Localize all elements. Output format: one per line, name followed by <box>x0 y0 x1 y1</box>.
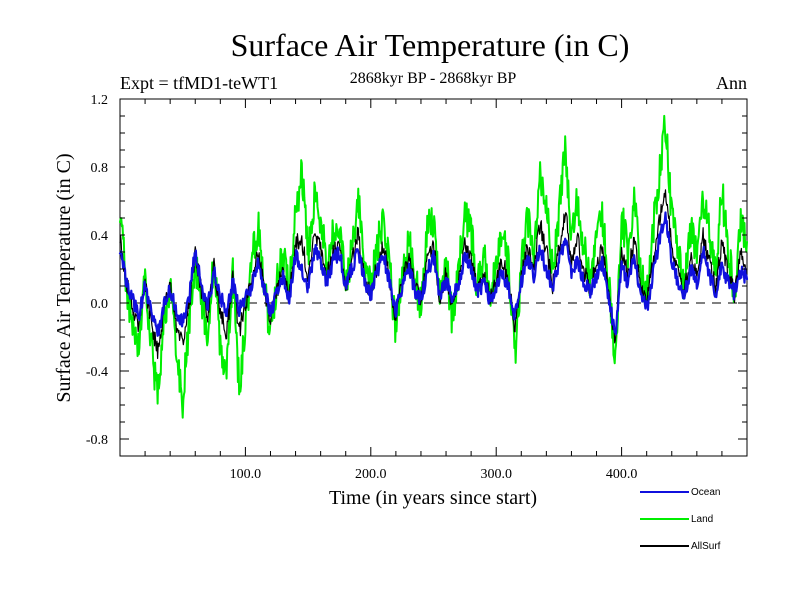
chart-title: Surface Air Temperature (in C) <box>231 27 630 63</box>
legend-item-land: Land <box>640 514 713 525</box>
x-tick-label: 200.0 <box>355 467 387 482</box>
experiment-label: Expt = tfMD1-teWT1 <box>120 73 278 93</box>
y-tick-label: 0.4 <box>91 229 109 244</box>
legend-label-allsurf: AllSurf <box>691 541 721 552</box>
x-tick-label: 400.0 <box>606 467 638 482</box>
series-layer <box>118 114 749 419</box>
x-axis-label: Time (in years since start) <box>329 487 537 509</box>
series-line-allsurf <box>119 189 748 360</box>
legend: Ocean Land AllSurf <box>640 487 721 552</box>
series-line-land <box>119 114 748 419</box>
y-tick-label: -0.8 <box>86 433 108 448</box>
legend-item-ocean: Ocean <box>640 487 720 498</box>
axes-layer: 100.0 200.0 300.0 400.0 -0.8 -0.4 0.0 0.4 0.8 1.2 <box>86 93 747 482</box>
series-line-ocean <box>118 211 749 337</box>
y-axis-label: Surface Air Temperature (in C) <box>53 153 75 402</box>
y-tick-label: 0.0 <box>91 297 109 312</box>
season-label: Ann <box>716 73 747 93</box>
y-tick-label: -0.4 <box>86 365 108 380</box>
y-tick-label: 0.8 <box>91 161 109 176</box>
legend-label-land: Land <box>691 514 713 525</box>
plot-area <box>118 98 749 457</box>
x-tick-label: 100.0 <box>230 467 262 482</box>
y-tick-label: 1.2 <box>91 93 109 108</box>
x-tick-label: 300.0 <box>480 467 512 482</box>
period-label: 2868kyr BP - 2868kyr BP <box>350 70 517 87</box>
legend-item-allsurf: AllSurf <box>640 541 721 552</box>
legend-label-ocean: Ocean <box>691 487 720 498</box>
